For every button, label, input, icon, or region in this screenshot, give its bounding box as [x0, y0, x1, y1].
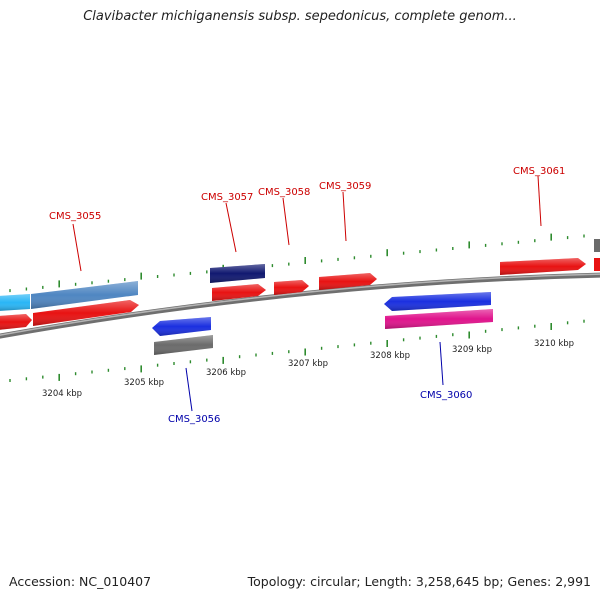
leader-cms-3057	[225, 202, 237, 253]
axis-label-3206: 3206 kbp	[206, 368, 246, 378]
leader-cms-3059	[342, 191, 347, 242]
genome-backbone	[0, 272, 600, 339]
gene-cms-3060-feature[interactable]	[385, 309, 493, 329]
label-cms-3058[interactable]: CMS_3058	[258, 187, 310, 198]
gene-cms-3056[interactable]	[152, 317, 211, 336]
axis-label-3205: 3205 kbp	[124, 378, 164, 388]
gene-cms-3059[interactable]	[319, 273, 377, 290]
axis-label-3210: 3210 kbp	[534, 339, 574, 349]
gene-cms-3061[interactable]	[500, 258, 586, 275]
gene-cms-3055[interactable]	[33, 300, 139, 326]
label-cms-3060[interactable]: CMS_3060	[420, 390, 472, 401]
axis-label-3208: 3208 kbp	[370, 351, 410, 361]
label-cms-3061[interactable]: CMS_3061	[513, 166, 565, 177]
leader-cms-3060	[439, 341, 444, 386]
leader-cms-3058	[282, 197, 290, 246]
gene-cms-3058[interactable]	[274, 280, 309, 295]
gene-cms-3060[interactable]	[384, 292, 491, 311]
gene-cds-right-partial[interactable]	[594, 258, 600, 271]
label-cms-3055[interactable]: CMS_3055	[49, 211, 101, 222]
genome-summary-text: Topology: circular; Length: 3,258,645 bp…	[247, 574, 591, 589]
leader-cms-3056	[185, 367, 193, 412]
label-cms-3057[interactable]: CMS_3057	[201, 192, 253, 203]
leader-cms-3055	[72, 223, 82, 272]
gene-feature-right-partial[interactable]	[594, 239, 600, 252]
label-cms-3059[interactable]: CMS_3059	[319, 181, 371, 192]
gene-cds-left[interactable]	[0, 314, 32, 330]
gene-cms-3057[interactable]	[212, 284, 266, 301]
gene-cms-3056-feature[interactable]	[154, 335, 213, 355]
map-title: Clavibacter michiganensis subsp. sepedon…	[83, 9, 517, 24]
gene-cms-3057-feature[interactable]	[210, 264, 265, 283]
genome-backbone-highlight	[0, 273, 600, 336]
label-cms-3056[interactable]: CMS_3056	[168, 414, 220, 425]
accession-text: Accession: NC_010407	[9, 574, 152, 589]
tick-ruler-reverse	[9, 319, 585, 382]
gene-feature-left[interactable]	[0, 294, 30, 311]
axis-label-3207: 3207 kbp	[288, 359, 328, 369]
gene-cms-3055-feature[interactable]	[31, 281, 138, 309]
axis-label-3204: 3204 kbp	[42, 389, 82, 399]
leader-cms-3061	[537, 175, 542, 227]
axis-label-3209: 3209 kbp	[452, 345, 492, 355]
